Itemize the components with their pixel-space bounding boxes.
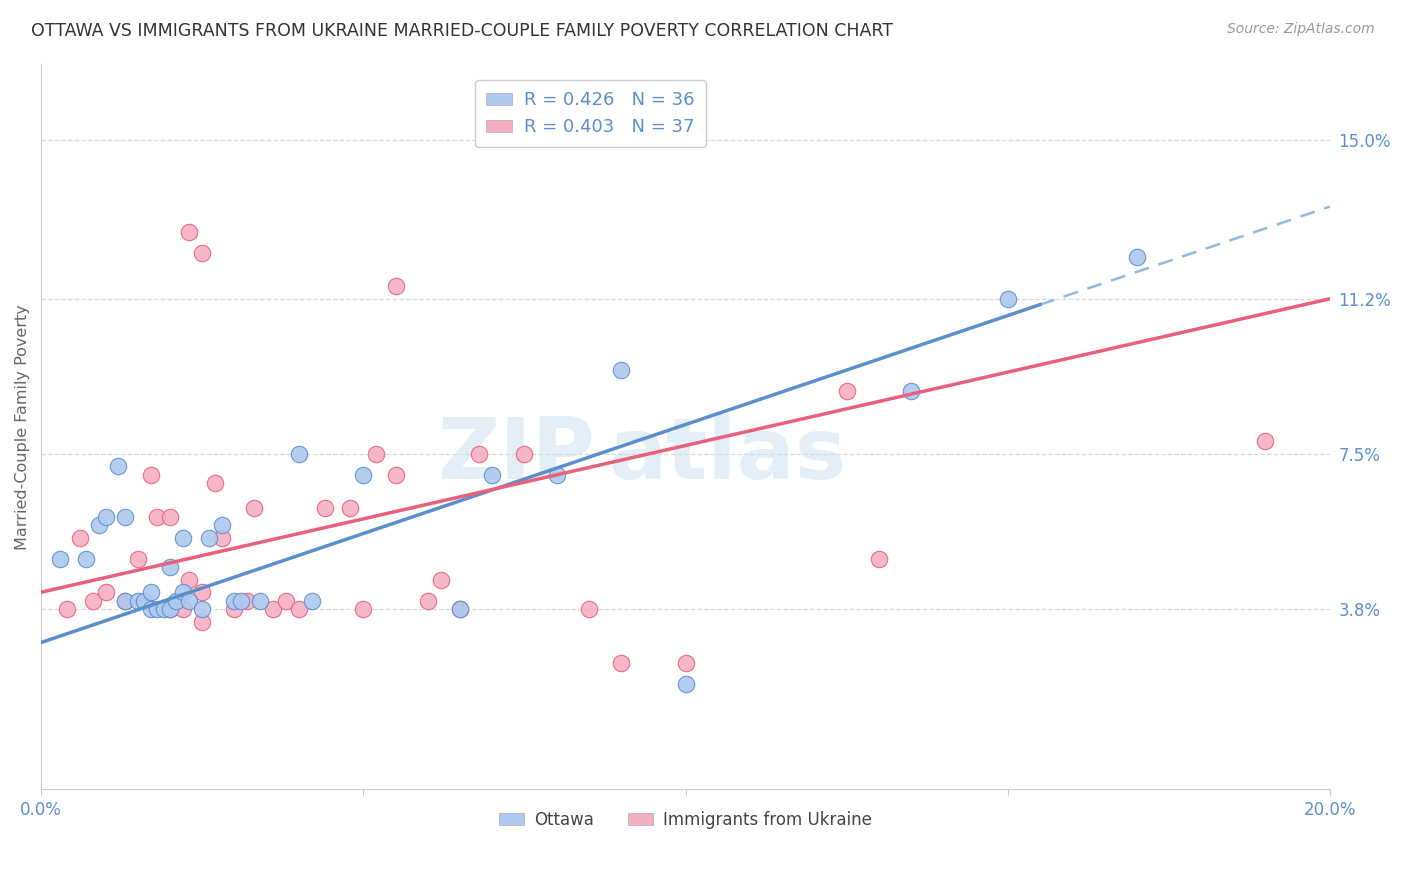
Point	[224, 593, 246, 607]
Point	[236, 593, 259, 607]
Point	[179, 225, 201, 239]
Point	[416, 593, 439, 607]
Point	[172, 602, 194, 616]
Legend: Ottawa, Immigrants from Ukraine: Ottawa, Immigrants from Ukraine	[494, 804, 879, 835]
Point	[288, 602, 311, 616]
Point	[159, 602, 181, 616]
Point	[339, 501, 361, 516]
Y-axis label: Married-Couple Family Poverty: Married-Couple Family Poverty	[15, 304, 30, 549]
Point	[56, 602, 79, 616]
Point	[191, 245, 214, 260]
Point	[49, 551, 72, 566]
Point	[204, 476, 226, 491]
Point	[159, 509, 181, 524]
Point	[249, 593, 271, 607]
Point	[114, 509, 136, 524]
Point	[172, 531, 194, 545]
Point	[114, 593, 136, 607]
Point	[835, 384, 858, 398]
Point	[1254, 434, 1277, 449]
Point	[94, 585, 117, 599]
Point	[352, 602, 374, 616]
Point	[384, 467, 406, 482]
Point	[159, 602, 181, 616]
Text: ZIP: ZIP	[437, 414, 595, 497]
Point	[675, 677, 697, 691]
Point	[139, 467, 162, 482]
Point	[900, 384, 922, 398]
Point	[352, 467, 374, 482]
Point	[127, 593, 149, 607]
Text: Source: ZipAtlas.com: Source: ZipAtlas.com	[1227, 22, 1375, 37]
Point	[868, 551, 890, 566]
Point	[288, 447, 311, 461]
Point	[384, 279, 406, 293]
Point	[146, 602, 169, 616]
Text: atlas: atlas	[609, 414, 846, 497]
Text: OTTAWA VS IMMIGRANTS FROM UKRAINE MARRIED-COUPLE FAMILY POVERTY CORRELATION CHAR: OTTAWA VS IMMIGRANTS FROM UKRAINE MARRIE…	[31, 22, 893, 40]
Point	[366, 447, 388, 461]
Point	[134, 593, 156, 607]
Point	[262, 602, 284, 616]
Point	[449, 602, 471, 616]
Point	[481, 467, 503, 482]
Point	[191, 585, 214, 599]
Point	[94, 509, 117, 524]
Point	[82, 593, 104, 607]
Point	[159, 560, 181, 574]
Point	[224, 602, 246, 616]
Point	[172, 585, 194, 599]
Point	[191, 615, 214, 629]
Point	[513, 447, 536, 461]
Point	[610, 657, 633, 671]
Point	[449, 602, 471, 616]
Point	[675, 657, 697, 671]
Point	[429, 573, 451, 587]
Point	[179, 573, 201, 587]
Point	[197, 531, 219, 545]
Point	[152, 602, 174, 616]
Point	[314, 501, 336, 516]
Point	[211, 531, 233, 545]
Point	[139, 585, 162, 599]
Point	[468, 447, 491, 461]
Point	[165, 593, 187, 607]
Point	[229, 593, 252, 607]
Point	[87, 518, 110, 533]
Point	[146, 509, 169, 524]
Point	[546, 467, 568, 482]
Point	[610, 363, 633, 377]
Point	[242, 501, 264, 516]
Point	[179, 593, 201, 607]
Point	[139, 602, 162, 616]
Point	[191, 602, 214, 616]
Point	[107, 459, 129, 474]
Point	[75, 551, 97, 566]
Point	[69, 531, 91, 545]
Point	[127, 551, 149, 566]
Point	[211, 518, 233, 533]
Point	[274, 593, 297, 607]
Point	[997, 292, 1019, 306]
Point	[1125, 250, 1147, 264]
Point	[301, 593, 323, 607]
Point	[114, 593, 136, 607]
Point	[578, 602, 600, 616]
